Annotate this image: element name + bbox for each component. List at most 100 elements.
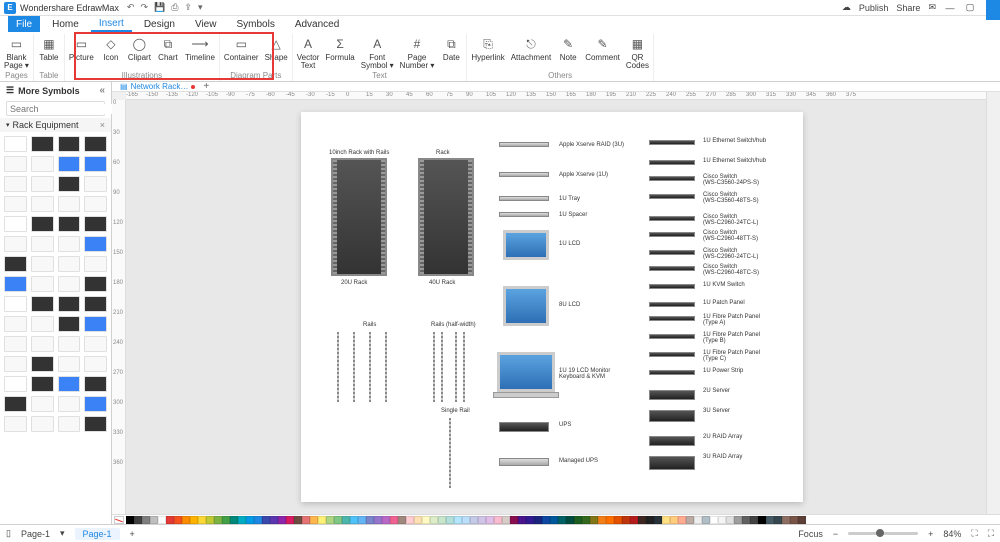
shape-thumb[interactable] (84, 336, 107, 352)
shape-thumb[interactable] (31, 156, 54, 172)
ribbon-chart[interactable]: ⧉Chart (157, 36, 179, 62)
ribbon-shape[interactable]: △Shape (265, 36, 288, 62)
color-swatch[interactable] (798, 516, 806, 524)
color-swatch[interactable] (558, 516, 566, 524)
color-swatch[interactable] (534, 516, 542, 524)
shape-thumb[interactable] (84, 296, 107, 312)
rail-shape[interactable] (385, 332, 387, 402)
color-swatch[interactable] (246, 516, 254, 524)
shape-thumb[interactable] (84, 216, 107, 232)
hamburger-icon[interactable]: ☰ (6, 85, 14, 96)
ribbon-picture[interactable]: ▭Picture (69, 36, 94, 62)
document-tab[interactable]: ▤ Network Rack… (116, 82, 199, 91)
shape-thumb[interactable] (58, 236, 81, 252)
rack-item-shape[interactable] (649, 250, 695, 255)
color-swatch[interactable] (766, 516, 774, 524)
color-swatch[interactable] (366, 516, 374, 524)
color-swatch[interactable] (734, 516, 742, 524)
color-swatch[interactable] (126, 516, 134, 524)
color-swatch[interactable] (686, 516, 694, 524)
shape-thumb[interactable] (31, 296, 54, 312)
menu-tab-home[interactable]: Home (44, 16, 87, 32)
color-swatch[interactable] (678, 516, 686, 524)
no-fill-swatch[interactable] (114, 516, 124, 524)
rack-item-shape[interactable] (649, 140, 695, 145)
color-swatch[interactable] (326, 516, 334, 524)
print-icon[interactable]: ⎙ (171, 2, 178, 13)
shape-thumb[interactable] (84, 256, 107, 272)
color-swatch[interactable] (486, 516, 494, 524)
new-tab-button[interactable]: + (203, 81, 209, 92)
color-swatch[interactable] (494, 516, 502, 524)
color-swatch[interactable] (214, 516, 222, 524)
notification-icon[interactable]: ✉ (928, 2, 936, 13)
color-swatch[interactable] (598, 516, 606, 524)
shape-thumb[interactable] (84, 276, 107, 292)
shape-thumb[interactable] (31, 336, 54, 352)
shape-thumb[interactable] (58, 156, 81, 172)
color-swatch[interactable] (542, 516, 550, 524)
rack-item-shape[interactable] (649, 352, 695, 357)
shape-thumb[interactable] (4, 356, 27, 372)
color-swatch[interactable] (254, 516, 262, 524)
zoom-level[interactable]: 84% (943, 529, 961, 539)
color-swatch[interactable] (694, 516, 702, 524)
rack-item-shape[interactable] (499, 172, 549, 177)
rack-item-shape[interactable] (649, 216, 695, 221)
rail-shape[interactable] (337, 332, 339, 402)
shape-thumb[interactable] (58, 336, 81, 352)
color-swatch[interactable] (158, 516, 166, 524)
save-icon[interactable]: 💾 (154, 2, 165, 13)
color-swatch[interactable] (206, 516, 214, 524)
menu-tab-file[interactable]: File (8, 16, 40, 32)
shape-thumb[interactable] (58, 276, 81, 292)
shape-thumb[interactable] (4, 336, 27, 352)
rack-item-shape[interactable] (499, 422, 549, 432)
color-swatch[interactable] (222, 516, 230, 524)
lcd-shape[interactable] (503, 230, 549, 260)
shape-thumb[interactable] (31, 176, 54, 192)
shape-thumb[interactable] (4, 196, 27, 212)
shape-thumb[interactable] (84, 136, 107, 152)
shape-thumb[interactable] (84, 196, 107, 212)
color-swatch[interactable] (446, 516, 454, 524)
shape-thumb[interactable] (84, 236, 107, 252)
color-swatch[interactable] (198, 516, 206, 524)
color-swatch[interactable] (382, 516, 390, 524)
shape-thumb[interactable] (58, 396, 81, 412)
color-swatch[interactable] (278, 516, 286, 524)
color-swatch[interactable] (302, 516, 310, 524)
color-swatch[interactable] (622, 516, 630, 524)
close-category-icon[interactable]: × (100, 120, 105, 130)
color-swatch[interactable] (510, 516, 518, 524)
color-swatch[interactable] (318, 516, 326, 524)
color-swatch[interactable] (662, 516, 670, 524)
shape-thumb[interactable] (58, 316, 81, 332)
share-button[interactable]: Share (896, 3, 920, 13)
shape-thumb[interactable] (31, 136, 54, 152)
color-swatch[interactable] (606, 516, 614, 524)
rail-shape[interactable] (369, 332, 371, 402)
color-swatch[interactable] (294, 516, 302, 524)
ribbon-vector[interactable]: AVectorText (297, 36, 320, 70)
color-swatch[interactable] (526, 516, 534, 524)
color-swatch[interactable] (134, 516, 142, 524)
rack-item-shape[interactable] (649, 370, 695, 375)
rack-item-shape[interactable] (649, 266, 695, 271)
shape-thumb[interactable] (31, 356, 54, 372)
color-swatch[interactable] (422, 516, 430, 524)
rack-item-shape[interactable] (649, 194, 695, 199)
rack-item-shape[interactable] (499, 458, 549, 466)
shape-thumb[interactable] (31, 236, 54, 252)
ribbon-hyperlink[interactable]: ⎘Hyperlink (471, 36, 504, 62)
color-swatch[interactable] (286, 516, 294, 524)
shape-thumb[interactable] (84, 356, 107, 372)
right-panel-toggle[interactable] (986, 0, 1000, 20)
shape-thumb[interactable] (4, 216, 27, 232)
color-swatch[interactable] (270, 516, 278, 524)
page[interactable]: 10inch Rack with RailsRack20U Rack40U Ra… (301, 112, 803, 502)
rail-shape[interactable] (455, 332, 457, 402)
shape-thumb[interactable] (31, 196, 54, 212)
shape-thumb[interactable] (58, 356, 81, 372)
collapse-panel-icon[interactable]: « (99, 85, 105, 96)
